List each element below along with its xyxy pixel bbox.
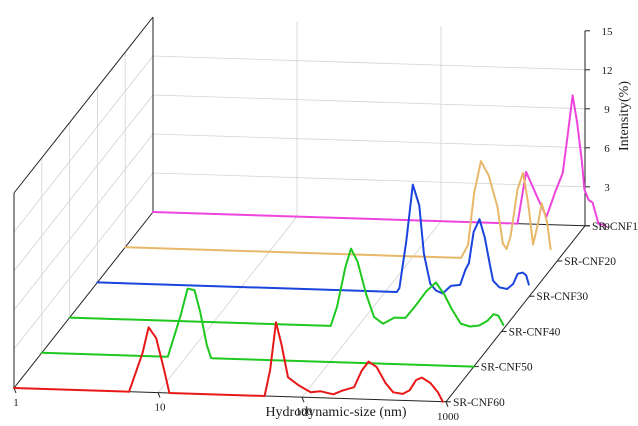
series-line-sr-cnf40 <box>68 247 505 328</box>
series-label: SR-CNF30 <box>536 291 588 303</box>
x-tick <box>301 397 305 403</box>
wall-panels <box>153 17 582 212</box>
back-wall <box>153 17 582 212</box>
z-tick-label: 0 <box>604 221 610 233</box>
left-top-edge <box>13 16 154 194</box>
back-wall-gridline <box>152 55 586 71</box>
back-wall-gridline <box>152 94 586 110</box>
x-tick <box>157 392 161 398</box>
x-tick-label: 10 <box>155 402 167 414</box>
back-wall-gridline <box>152 133 586 149</box>
series-label: SR-CNF50 <box>481 362 533 374</box>
right-floor-edge <box>445 225 586 403</box>
series-line-sr-cnf50 <box>40 287 475 368</box>
left-wall-gridline <box>13 133 154 311</box>
x-tick-label: 1 <box>13 397 19 409</box>
left-wall-gridline <box>13 172 154 350</box>
series-label: SR-CNF10 <box>592 221 638 233</box>
series-line-sr-cnf20 <box>124 160 552 259</box>
series-label: SR-CNF40 <box>509 326 561 338</box>
depth-axis-line <box>13 211 154 389</box>
x-axis-title: Hydrodynamic-size (nm) <box>265 405 406 420</box>
z-axis-title: Intensity(%) <box>617 81 632 151</box>
series-label: SR-CNF60 <box>453 397 505 409</box>
z-tick-label: 3 <box>604 182 610 194</box>
labels: 1 10 100 1000 0 3 6 9 12 15 Hydrodynamic-size (nm)… <box>13 26 638 423</box>
back-wall-gridline <box>152 172 586 188</box>
x-tick-label: 100 <box>296 406 313 418</box>
series-label: SR-CNF20 <box>564 256 616 268</box>
series-line-sr-cnf10 <box>152 94 607 228</box>
z-tick-label: 12 <box>602 65 613 77</box>
x-tick <box>445 401 449 407</box>
grid-lines <box>13 21 586 398</box>
left-wall-gridline <box>13 55 154 233</box>
series-lines <box>13 94 607 403</box>
left-wall-gridline <box>13 94 154 272</box>
z-tick-label: 6 <box>604 143 610 155</box>
x-tick-label: 1000 <box>437 411 460 423</box>
z-tick-label: 9 <box>604 104 610 116</box>
series-line-sr-cnf60 <box>13 321 444 403</box>
series-line-sr-cnf30 <box>96 183 530 295</box>
z-tick-label: 15 <box>602 26 614 38</box>
floor-gridline <box>157 216 298 393</box>
